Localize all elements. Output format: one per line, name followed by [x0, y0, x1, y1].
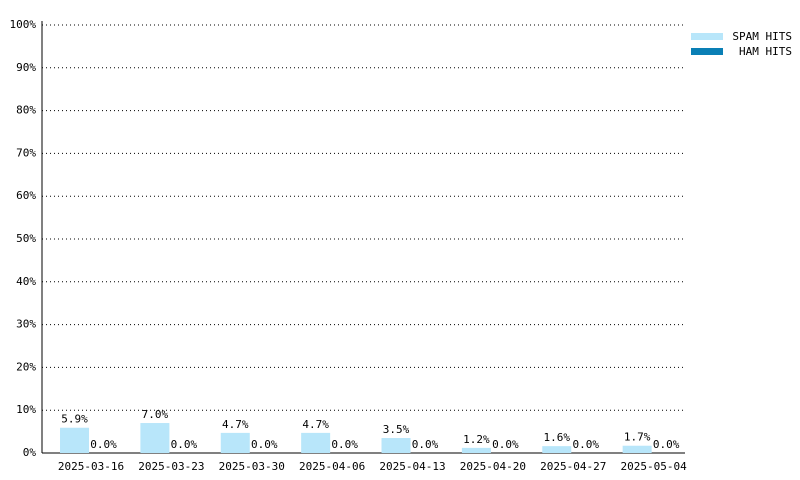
value-label: 4.7%	[302, 418, 329, 431]
y-tick-label: 80%	[16, 104, 36, 117]
legend-label: HAM HITS	[739, 45, 792, 58]
value-label: 5.9%	[61, 413, 88, 426]
bar	[301, 432, 331, 453]
bar	[381, 438, 411, 453]
y-tick-label: 20%	[16, 360, 36, 373]
x-tick-label: 2025-03-23	[138, 460, 204, 473]
y-tick-label: 10%	[16, 403, 36, 416]
x-tick-label: 2025-04-06	[299, 460, 365, 473]
x-tick-label: 2025-03-30	[219, 460, 285, 473]
x-tick-label: 2025-04-20	[460, 460, 526, 473]
bar	[140, 423, 170, 453]
y-tick-label: 0%	[23, 446, 37, 459]
value-label: 0.0%	[412, 438, 439, 451]
value-label: 1.2%	[463, 433, 490, 446]
value-label: 0.0%	[492, 438, 519, 451]
bar	[220, 432, 250, 453]
y-tick-label: 90%	[16, 61, 36, 74]
value-label: 1.7%	[624, 431, 651, 444]
bar	[60, 427, 90, 453]
bar	[622, 445, 652, 453]
value-label: 1.6%	[544, 431, 571, 444]
value-label: 0.0%	[90, 438, 117, 451]
x-tick-label: 2025-03-16	[58, 460, 124, 473]
legend-swatch	[691, 48, 723, 55]
x-tick-label: 2025-05-04	[621, 460, 688, 473]
value-label: 0.0%	[251, 438, 278, 451]
value-label: 0.0%	[573, 438, 600, 451]
y-tick-label: 30%	[16, 318, 36, 331]
value-label: 4.7%	[222, 418, 249, 431]
value-label: 0.0%	[653, 438, 680, 451]
y-tick-label: 50%	[16, 232, 36, 245]
value-label: 7.0%	[142, 408, 169, 421]
y-tick-label: 70%	[16, 146, 36, 159]
y-tick-label: 60%	[16, 189, 36, 202]
y-tick-label: 40%	[16, 275, 36, 288]
bar	[542, 446, 572, 453]
x-tick-label: 2025-04-27	[540, 460, 606, 473]
value-label: 3.5%	[383, 423, 410, 436]
y-tick-label: 100%	[10, 18, 37, 31]
legend-label: SPAM HITS	[732, 30, 792, 43]
bar	[461, 447, 491, 453]
value-label: 0.0%	[331, 438, 358, 451]
value-label: 0.0%	[171, 438, 198, 451]
x-tick-label: 2025-04-13	[379, 460, 445, 473]
legend-swatch	[691, 33, 723, 40]
